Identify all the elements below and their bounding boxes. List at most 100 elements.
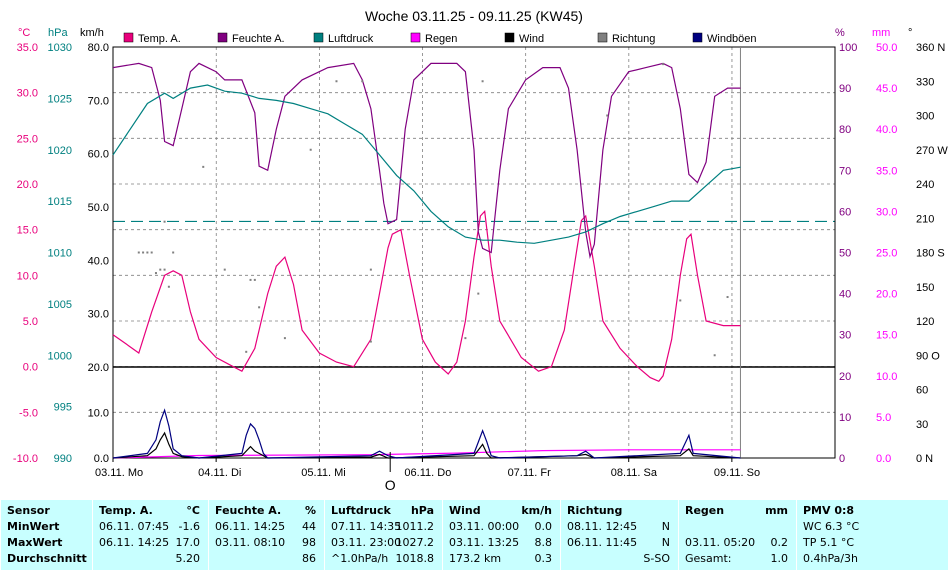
- stats-row-label: WC 6.3 °C: [803, 520, 860, 533]
- stats-value: N: [661, 536, 670, 549]
- x-axis-labels: 03.11. Mo 04.11. Di 05.11. Mi 06.11. Do 07.1…: [95, 452, 760, 493]
- stats-header: Luftdruck: [331, 504, 391, 517]
- tick-humidity: 90: [839, 83, 851, 95]
- stats-header: Regen: [685, 504, 725, 517]
- stats-value: 0.2: [770, 536, 789, 549]
- x-tick-label: 07.11. Fr: [508, 467, 552, 479]
- stats-row-label: 0.4hPa/3h: [803, 552, 859, 565]
- direction-point: [369, 340, 372, 343]
- stats-unit: mm: [765, 504, 788, 517]
- unit-wind: km/h: [80, 27, 104, 39]
- tick-wind: 20.0: [88, 362, 109, 374]
- tick-pressure: 995: [54, 402, 72, 414]
- tick-direction: 210: [916, 213, 934, 225]
- direction-point: [172, 251, 175, 254]
- legend-label: Richtung: [612, 33, 655, 45]
- stats-unit: km/h: [521, 504, 552, 517]
- legend: Temp. A. Feuchte A. Luftdruck Regen Wind Rich…: [123, 32, 757, 45]
- tick-direction: 120: [916, 316, 934, 328]
- tick-pressure: 1020: [48, 145, 72, 157]
- tick-direction: 60: [916, 385, 928, 397]
- stats-value: 1011.2: [395, 520, 435, 533]
- legend-swatch: [692, 32, 703, 43]
- stats-time: 06.11. 14:25: [99, 536, 170, 549]
- tick-wind: 70.0: [88, 95, 109, 107]
- tick-direction: 150: [916, 282, 934, 294]
- stats-value: 86: [302, 552, 316, 565]
- direction-point: [245, 350, 248, 353]
- tick-pressure: 1005: [48, 299, 72, 311]
- x-tick-label: 09.11. So: [714, 467, 760, 479]
- stats-value: -1.6: [178, 520, 200, 533]
- x-tick-label: 06.11. Do: [404, 467, 451, 479]
- legend-swatch: [217, 32, 228, 43]
- legend-swatch: [504, 32, 515, 43]
- direction-point: [223, 268, 226, 271]
- stats-col-rain: Regen mm 03.11. 05:20 0.2 Gesamt: 1.0: [678, 500, 796, 570]
- tick-temp: -5.0: [19, 407, 38, 419]
- tick-pressure: 990: [54, 453, 72, 465]
- tick-humidity: 10: [839, 412, 851, 424]
- direction-point: [481, 80, 484, 83]
- direction-point: [309, 148, 312, 151]
- stats-row-label: MaxWert: [7, 536, 63, 549]
- direction-point: [567, 46, 570, 48]
- legend-label: Regen: [425, 33, 457, 45]
- tick-temp: 5.0: [23, 316, 38, 328]
- x-tick-label: 08.11. Sa: [611, 467, 658, 479]
- stats-value: 8.8: [534, 536, 553, 549]
- tick-rain: 45.0: [876, 83, 897, 95]
- stats-value: 0.0: [534, 520, 553, 533]
- stats-header: Feuchte A.: [215, 504, 282, 517]
- stats-value: 44: [302, 520, 316, 533]
- tick-direction: 30: [916, 419, 928, 431]
- tick-humidity: 60: [839, 206, 851, 218]
- series-temp-a-: [112, 210, 741, 383]
- series-regen: [112, 449, 741, 459]
- stats-col-pmv: PMV 0:8 WC 6.3 °C TP 5.1 °C 0.4hPa/3h: [796, 500, 948, 570]
- statistics-table: Sensor MinWert MaxWert Durchschnitt Temp. A.…: [0, 500, 948, 570]
- direction-point: [662, 63, 665, 66]
- tick-direction: 330: [916, 76, 934, 88]
- legend-label: Windböen: [707, 33, 757, 45]
- direction-point: [464, 337, 467, 340]
- stats-time: Gesamt:: [685, 552, 732, 565]
- tick-pressure: 1015: [48, 196, 72, 208]
- stats-header: Temp. A.: [99, 504, 153, 517]
- axis-units: °C hPa km/h% mm °: [18, 27, 912, 39]
- stats-value: S-SO: [643, 552, 670, 565]
- stats-value: N: [661, 520, 670, 533]
- tick-direction: 90 O: [916, 350, 940, 362]
- tick-direction: 300: [916, 111, 934, 123]
- tick-temp: -10.0: [13, 453, 38, 465]
- direction-point: [249, 278, 252, 281]
- legend-swatch: [123, 32, 134, 43]
- tick-wind-bottom: 10.0: [88, 408, 109, 420]
- direction-point: [253, 278, 256, 281]
- tick-wind-bottom: 0.0: [94, 453, 109, 465]
- tick-temp: 0.0: [23, 362, 38, 374]
- unit-direction: °: [908, 27, 912, 39]
- tick-humidity: 80: [839, 124, 851, 136]
- tick-pressure: 1010: [48, 248, 72, 260]
- tick-humidity: 40: [839, 289, 851, 301]
- legend-label: Feuchte A.: [232, 33, 285, 45]
- tick-wind: 60.0: [88, 149, 109, 161]
- tick-pressure: 1030: [48, 42, 72, 54]
- stats-row-label: TP 5.1 °C: [803, 536, 855, 549]
- series-luftdruck: [112, 84, 741, 244]
- stats-header: Sensor: [7, 504, 50, 517]
- legend-swatch: [597, 32, 608, 43]
- direction-point: [146, 251, 149, 254]
- direction-point: [679, 299, 682, 302]
- stats-time: 03.11. 13:25: [449, 536, 520, 549]
- direction-point: [726, 296, 729, 299]
- stats-col-sensor: Sensor MinWert MaxWert Durchschnitt: [0, 500, 92, 570]
- stats-header: PMV 0:8: [803, 504, 855, 517]
- tick-humidity: 30: [839, 330, 851, 342]
- stats-time: 03.11. 23:00: [331, 536, 402, 549]
- unit-temp: °C: [18, 27, 30, 39]
- tick-direction: 180 S: [916, 248, 945, 260]
- unit-rain: mm: [872, 27, 890, 39]
- direction-point: [606, 114, 609, 117]
